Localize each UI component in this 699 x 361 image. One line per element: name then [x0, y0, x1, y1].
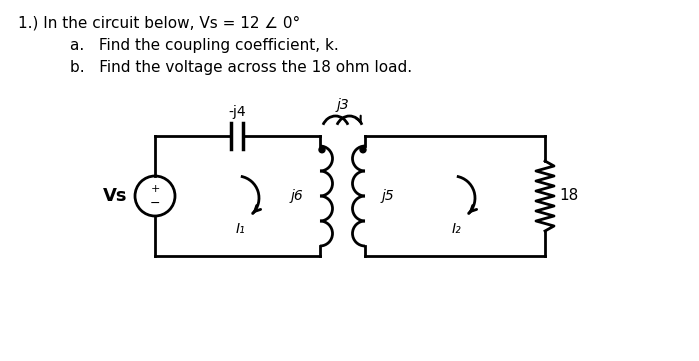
Text: 1.) In the circuit below, Vs = 12 ∠ 0°: 1.) In the circuit below, Vs = 12 ∠ 0°	[18, 16, 301, 31]
Text: a.   Find the coupling coefficient, k.: a. Find the coupling coefficient, k.	[70, 38, 339, 53]
Circle shape	[360, 147, 366, 153]
Text: b.   Find the voltage across the 18 ohm load.: b. Find the voltage across the 18 ohm lo…	[70, 60, 412, 75]
Text: I₂: I₂	[452, 222, 462, 236]
Text: Vs: Vs	[103, 187, 127, 205]
Text: -j4: -j4	[228, 105, 246, 119]
Circle shape	[319, 147, 325, 153]
Text: I₁: I₁	[236, 222, 246, 236]
Text: +: +	[150, 184, 159, 194]
Text: j3: j3	[336, 98, 349, 112]
Text: −: −	[150, 196, 160, 209]
Text: j6: j6	[291, 189, 303, 203]
Text: j5: j5	[382, 189, 394, 203]
Text: 18: 18	[559, 188, 578, 204]
